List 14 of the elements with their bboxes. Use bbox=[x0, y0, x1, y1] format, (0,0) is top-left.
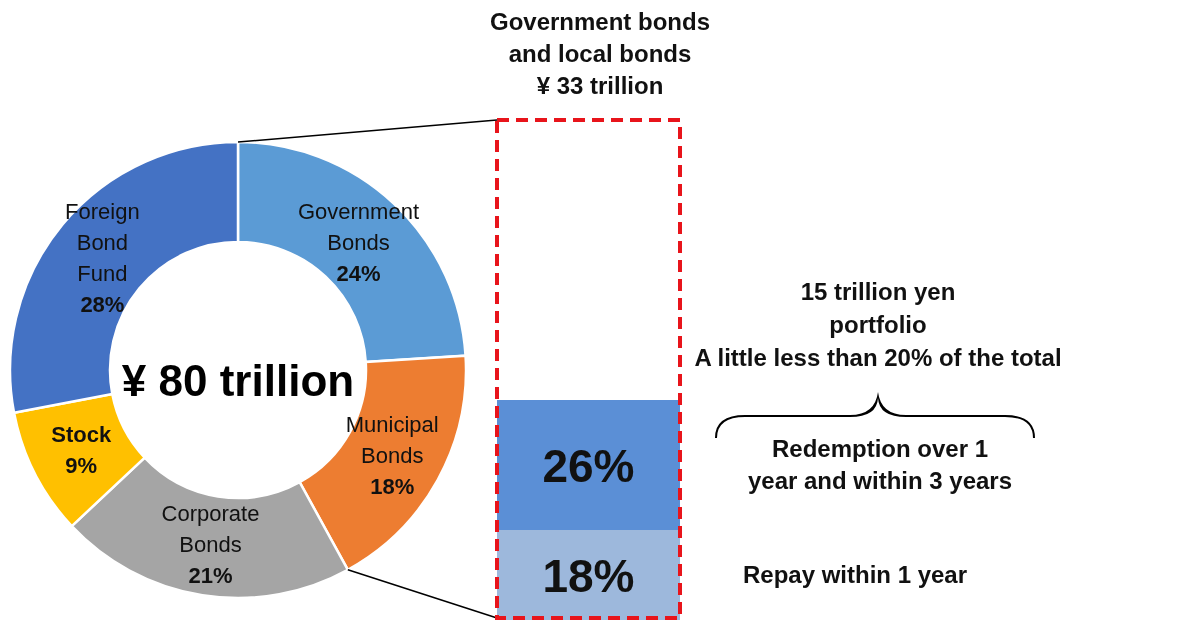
data-label: 24% bbox=[336, 260, 381, 286]
data-label: 18% bbox=[370, 473, 415, 499]
data-label: 9% bbox=[65, 453, 98, 479]
data-label: 18% bbox=[542, 550, 635, 602]
data-label: 21% bbox=[188, 562, 233, 588]
text: 15 trillion yen portfolio A little less than 20% of the total bbox=[694, 278, 1062, 371]
chart-title: Government bonds and local bonds ¥ 33 trillion bbox=[489, 8, 711, 99]
text: ¥ 80 trillion bbox=[121, 356, 355, 405]
text: Repay within 1 year bbox=[742, 561, 968, 588]
data-label: 26% bbox=[542, 440, 635, 492]
slice-label: Stock bbox=[51, 422, 112, 448]
slice-label: Corporate Bonds bbox=[161, 500, 260, 557]
data-label: 28% bbox=[80, 292, 125, 318]
text: Redemption over 1 year and within 3 years bbox=[747, 435, 1013, 494]
